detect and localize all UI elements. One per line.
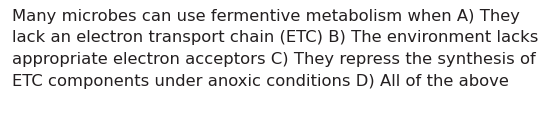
Text: Many microbes can use fermentive metabolism when A) They
lack an electron transp: Many microbes can use fermentive metabol… <box>12 9 538 89</box>
